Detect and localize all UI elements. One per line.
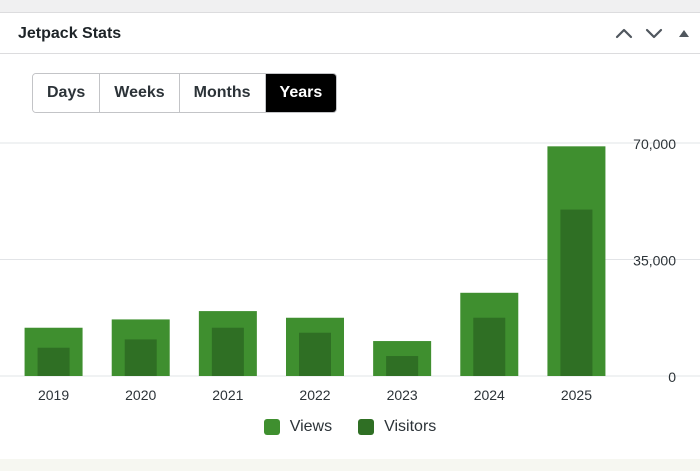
legend-item-visitors[interactable]: Visitors	[358, 418, 436, 436]
tab-days[interactable]: Days	[33, 74, 101, 112]
bar-visitors-2020	[124, 339, 157, 376]
tab-weeks[interactable]: Weeks	[100, 74, 180, 112]
y-tick-label: 70,000	[633, 136, 676, 152]
bar-visitors-2022	[299, 332, 331, 376]
x-tick-label: 2024	[474, 387, 505, 403]
chart-legend: Views Visitors	[0, 415, 700, 439]
legend-swatch-views	[263, 419, 280, 435]
bar-visitors-2024	[473, 317, 506, 376]
bar-visitors-2023	[386, 356, 419, 376]
tab-months[interactable]: Months	[179, 74, 266, 112]
x-tick-label: 2025	[561, 387, 592, 403]
x-tick-label: 2022	[299, 387, 330, 403]
bar-visitors-2019	[37, 347, 70, 376]
legend-item-views[interactable]: Views	[263, 418, 333, 436]
stats-bar-chart: 0 35,000 70,000 2019 2020 2021 2022 2023 2024 202…	[0, 136, 700, 403]
x-tick-label: 2021	[212, 387, 243, 403]
bar-visitors-2021	[211, 327, 244, 376]
tab-years[interactable]: Years	[265, 74, 337, 112]
chevron-down-icon[interactable]	[642, 21, 666, 45]
triangle-up-icon[interactable]	[672, 21, 696, 45]
jetpack-stats-widget: Jetpack Stats Days Weeks Months Years 0 3…	[0, 12, 700, 460]
bar-visitors-2025	[560, 209, 593, 376]
x-tick-label: 2020	[125, 387, 156, 403]
widget-title: Jetpack Stats	[18, 25, 122, 42]
x-tick-label: 2019	[38, 387, 69, 403]
next-widget-edge	[0, 459, 700, 471]
y-tick-label: 0	[668, 369, 676, 385]
x-tick-label: 2023	[387, 387, 418, 403]
period-tab-group: Days Weeks Months Years	[32, 73, 338, 113]
chevron-up-icon[interactable]	[612, 21, 636, 45]
legend-label-views: Views	[289, 418, 333, 435]
legend-swatch-visitors	[358, 419, 375, 435]
widget-header: Jetpack Stats	[0, 13, 700, 54]
legend-label-visitors: Visitors	[384, 418, 437, 435]
y-tick-label: 35,000	[633, 253, 676, 269]
